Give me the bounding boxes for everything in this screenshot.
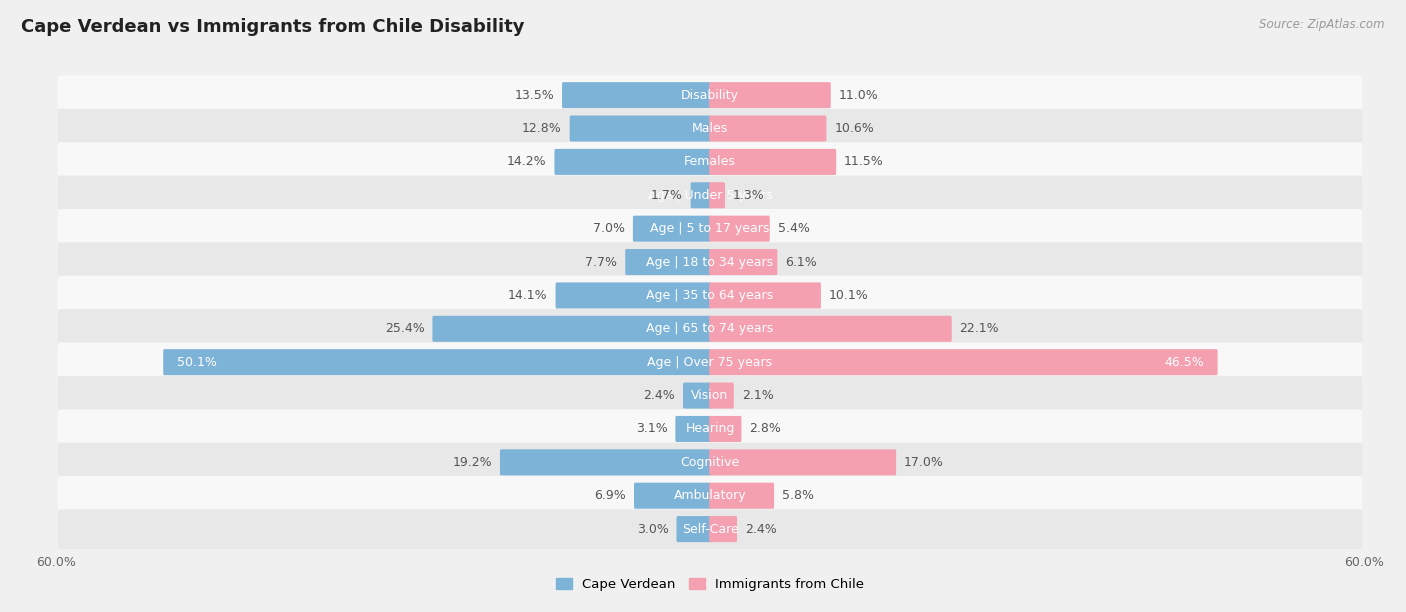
- FancyBboxPatch shape: [58, 75, 1362, 115]
- Text: 50.1%: 50.1%: [177, 356, 217, 368]
- FancyBboxPatch shape: [58, 276, 1362, 315]
- Text: 3.1%: 3.1%: [636, 422, 668, 436]
- FancyBboxPatch shape: [58, 109, 1362, 148]
- Text: 10.6%: 10.6%: [834, 122, 875, 135]
- Text: 13.5%: 13.5%: [515, 89, 554, 102]
- FancyBboxPatch shape: [58, 442, 1362, 482]
- FancyBboxPatch shape: [709, 82, 831, 108]
- Text: Females: Females: [685, 155, 735, 168]
- Text: 17.0%: 17.0%: [904, 456, 943, 469]
- FancyBboxPatch shape: [683, 382, 711, 409]
- Text: Age | Over 75 years: Age | Over 75 years: [648, 356, 772, 368]
- Text: 14.2%: 14.2%: [508, 155, 547, 168]
- Text: Vision: Vision: [692, 389, 728, 402]
- FancyBboxPatch shape: [58, 509, 1362, 549]
- FancyBboxPatch shape: [709, 249, 778, 275]
- Text: 25.4%: 25.4%: [385, 323, 425, 335]
- Text: 11.5%: 11.5%: [844, 155, 884, 168]
- FancyBboxPatch shape: [709, 349, 1218, 375]
- FancyBboxPatch shape: [433, 316, 711, 342]
- FancyBboxPatch shape: [562, 82, 711, 108]
- FancyBboxPatch shape: [58, 409, 1362, 449]
- FancyBboxPatch shape: [569, 116, 711, 141]
- FancyBboxPatch shape: [709, 483, 775, 509]
- FancyBboxPatch shape: [709, 316, 952, 342]
- FancyBboxPatch shape: [58, 343, 1362, 382]
- Text: 22.1%: 22.1%: [959, 323, 1000, 335]
- Text: Cognitive: Cognitive: [681, 456, 740, 469]
- FancyBboxPatch shape: [58, 309, 1362, 348]
- FancyBboxPatch shape: [58, 176, 1362, 215]
- Text: 6.9%: 6.9%: [595, 489, 626, 502]
- Text: 10.1%: 10.1%: [828, 289, 869, 302]
- Text: Age | 18 to 34 years: Age | 18 to 34 years: [647, 256, 773, 269]
- FancyBboxPatch shape: [555, 282, 711, 308]
- Text: Age | 65 to 74 years: Age | 65 to 74 years: [647, 323, 773, 335]
- Text: 14.1%: 14.1%: [508, 289, 548, 302]
- FancyBboxPatch shape: [626, 249, 711, 275]
- FancyBboxPatch shape: [690, 182, 711, 208]
- Text: Disability: Disability: [681, 89, 740, 102]
- Text: 1.7%: 1.7%: [651, 188, 683, 202]
- Text: Age | Under 5 years: Age | Under 5 years: [648, 188, 772, 202]
- FancyBboxPatch shape: [58, 476, 1362, 515]
- Text: 1.3%: 1.3%: [733, 188, 765, 202]
- FancyBboxPatch shape: [58, 142, 1362, 182]
- Text: Cape Verdean vs Immigrants from Chile Disability: Cape Verdean vs Immigrants from Chile Di…: [21, 18, 524, 36]
- FancyBboxPatch shape: [709, 416, 741, 442]
- FancyBboxPatch shape: [709, 149, 837, 175]
- Text: 2.8%: 2.8%: [749, 422, 782, 436]
- Text: 12.8%: 12.8%: [522, 122, 562, 135]
- Text: 3.0%: 3.0%: [637, 523, 669, 536]
- Legend: Cape Verdean, Immigrants from Chile: Cape Verdean, Immigrants from Chile: [551, 573, 869, 597]
- FancyBboxPatch shape: [58, 209, 1362, 248]
- Text: Males: Males: [692, 122, 728, 135]
- FancyBboxPatch shape: [634, 483, 711, 509]
- Text: 7.0%: 7.0%: [593, 222, 626, 235]
- FancyBboxPatch shape: [709, 182, 725, 208]
- FancyBboxPatch shape: [709, 516, 737, 542]
- FancyBboxPatch shape: [501, 449, 711, 476]
- Text: 11.0%: 11.0%: [838, 89, 879, 102]
- Text: 46.5%: 46.5%: [1164, 356, 1204, 368]
- Text: Age | 5 to 17 years: Age | 5 to 17 years: [651, 222, 769, 235]
- FancyBboxPatch shape: [676, 516, 711, 542]
- FancyBboxPatch shape: [709, 215, 769, 242]
- Text: Ambulatory: Ambulatory: [673, 489, 747, 502]
- Text: 19.2%: 19.2%: [453, 456, 492, 469]
- Text: 2.4%: 2.4%: [644, 389, 675, 402]
- Text: Age | 35 to 64 years: Age | 35 to 64 years: [647, 289, 773, 302]
- FancyBboxPatch shape: [709, 282, 821, 308]
- FancyBboxPatch shape: [58, 376, 1362, 416]
- FancyBboxPatch shape: [709, 449, 896, 476]
- Text: 6.1%: 6.1%: [785, 256, 817, 269]
- Text: 2.1%: 2.1%: [741, 389, 773, 402]
- Text: Self-Care: Self-Care: [682, 523, 738, 536]
- FancyBboxPatch shape: [633, 215, 711, 242]
- FancyBboxPatch shape: [675, 416, 711, 442]
- FancyBboxPatch shape: [709, 382, 734, 409]
- FancyBboxPatch shape: [709, 116, 827, 141]
- FancyBboxPatch shape: [58, 242, 1362, 282]
- Text: 7.7%: 7.7%: [585, 256, 617, 269]
- Text: 2.4%: 2.4%: [745, 523, 776, 536]
- Text: 5.8%: 5.8%: [782, 489, 814, 502]
- Text: 5.4%: 5.4%: [778, 222, 810, 235]
- FancyBboxPatch shape: [554, 149, 711, 175]
- Text: Source: ZipAtlas.com: Source: ZipAtlas.com: [1260, 18, 1385, 31]
- FancyBboxPatch shape: [163, 349, 711, 375]
- Text: Hearing: Hearing: [685, 422, 735, 436]
